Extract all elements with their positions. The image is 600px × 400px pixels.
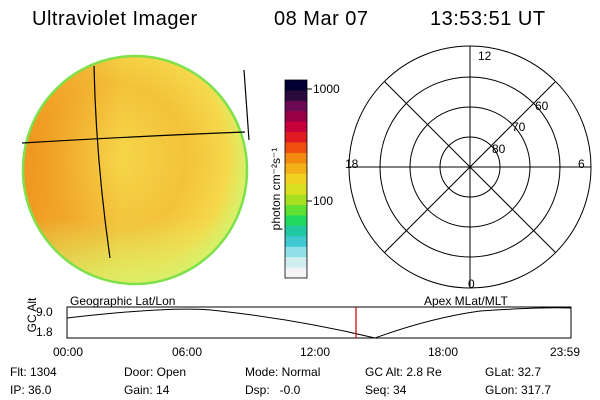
uv-disk (23, 56, 247, 284)
lat-label-80: 80 (492, 142, 506, 156)
colorbar-segment (285, 80, 307, 91)
uv-disk-edge (21, 54, 249, 286)
geo-longitude: GLon: 317.7 (485, 383, 552, 397)
xtick-1800: 18:00 (428, 345, 459, 359)
xtick-2359: 23:59 (550, 345, 581, 359)
colorbar-segment (285, 121, 307, 133)
colorbar-segment (285, 236, 307, 248)
colorbar-segment (285, 205, 307, 216)
flight-number: Flt: 1304 (10, 365, 57, 379)
mode-status: Mode: Normal (245, 365, 321, 379)
xtick-0600: 06:00 (172, 345, 203, 359)
instrument-title: Ultraviolet Imager (32, 8, 198, 30)
mlt-label-18: 18 (345, 157, 359, 171)
colorbar-segment (285, 267, 307, 279)
timeline-ytick-1-8: 1.8 (36, 325, 53, 339)
date-label: 08 Mar 07 (274, 8, 369, 30)
image-meridian-line (93, 65, 111, 259)
colorbar-segment (285, 163, 307, 175)
colorbar-segment (285, 111, 307, 123)
gc-altitude: GC Alt: 2.8 Re (365, 365, 442, 379)
colorbar-segment (285, 215, 307, 227)
colorbar-segment (285, 257, 307, 269)
colorbar-segment (285, 246, 307, 258)
door-status: Door: Open (124, 365, 187, 379)
mlt-label-0: 0 (468, 277, 475, 291)
colorbar-tick-1000: 1000 (313, 82, 340, 96)
colorbar-segment (285, 152, 307, 164)
dsp-value: Dsp: -0.0 (245, 383, 301, 397)
colorbar-segment (285, 184, 307, 196)
time-label: 13:53:51 UT (430, 8, 546, 30)
altitude-curve (66, 307, 572, 339)
image-edge-line (243, 69, 250, 141)
image-parallel-line (21, 131, 246, 144)
sequence-number: Seq: 34 (365, 383, 407, 397)
xtick-1200: 12:00 (300, 345, 331, 359)
timeline-title-left: Geographic Lat/Lon (70, 294, 176, 308)
geo-latitude: GLat: 32.7 (485, 365, 542, 379)
mlt-label-12: 12 (478, 49, 492, 63)
colorbar (284, 79, 312, 279)
gain-value: Gain: 14 (124, 383, 170, 397)
colorbar-segment (285, 173, 307, 185)
timeline-ytick-9: 9.0 (36, 305, 53, 319)
lat-label-60: 60 (535, 99, 549, 113)
colorbar-segment (285, 142, 307, 154)
colorbar-segment (285, 100, 307, 112)
timeline-title-right: Apex MLat/MLT (424, 294, 508, 308)
timeline-frame (66, 306, 572, 339)
colorbar-segment (285, 90, 307, 102)
lat-label-70: 70 (512, 120, 526, 134)
xtick-0000: 00:00 (53, 345, 84, 359)
mlt-label-6: 6 (578, 157, 585, 171)
colorbar-segment (285, 132, 307, 144)
colorbar-segment (285, 225, 307, 237)
ip-value: IP: 36.0 (10, 383, 52, 397)
colorbar-segment (285, 194, 307, 206)
colorbar-tick-100: 100 (313, 194, 334, 208)
